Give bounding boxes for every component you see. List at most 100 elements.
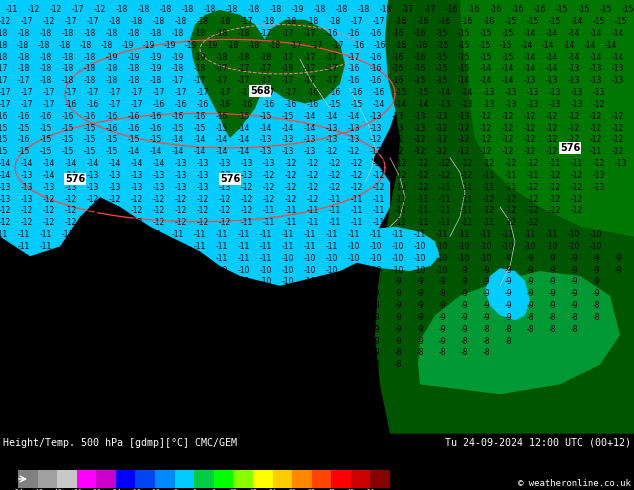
Text: -9: -9	[460, 266, 468, 274]
Text: -17: -17	[131, 88, 143, 97]
Text: -11: -11	[0, 372, 8, 381]
Text: -17: -17	[216, 76, 228, 85]
Text: -11: -11	[106, 337, 118, 345]
Text: -11: -11	[216, 254, 228, 263]
Text: -9: -9	[438, 325, 446, 334]
Text: -13: -13	[304, 147, 316, 156]
Text: -9: -9	[482, 313, 490, 322]
Text: -11: -11	[263, 206, 275, 216]
Polygon shape	[0, 0, 634, 189]
Text: -18: -18	[62, 65, 74, 74]
Text: -13: -13	[414, 112, 426, 121]
Text: -18: -18	[40, 52, 52, 62]
Text: -11: -11	[106, 242, 118, 251]
Text: -11: -11	[128, 289, 140, 298]
Text: -10: -10	[370, 254, 382, 263]
Text: -15: -15	[622, 5, 634, 14]
Text: -14: -14	[109, 159, 121, 168]
Text: -13: -13	[241, 171, 253, 180]
Text: -9: -9	[548, 254, 556, 263]
Text: -11: -11	[128, 360, 140, 369]
Text: -13: -13	[219, 171, 231, 180]
Text: -9: -9	[570, 289, 578, 298]
Bar	[370, 470, 390, 488]
Text: -17: -17	[65, 17, 77, 26]
Text: -9: -9	[328, 289, 336, 298]
Text: -15: -15	[414, 76, 426, 85]
Text: -17: -17	[241, 17, 253, 26]
Text: -15: -15	[238, 112, 250, 121]
Text: -8: -8	[372, 372, 380, 381]
Text: -17: -17	[281, 52, 294, 62]
Text: -14: -14	[439, 88, 451, 97]
Text: -11: -11	[84, 372, 96, 381]
Text: -9: -9	[482, 301, 490, 310]
Text: -11: -11	[549, 159, 561, 168]
Text: -11: -11	[238, 254, 250, 263]
Text: -15: -15	[106, 147, 118, 156]
Text: -12: -12	[546, 112, 558, 121]
Text: 24: 24	[269, 489, 276, 490]
Text: -14: -14	[417, 100, 429, 109]
Text: -18: -18	[153, 17, 165, 26]
Text: -11: -11	[62, 266, 74, 274]
Text: -11: -11	[0, 289, 8, 298]
Text: -11: -11	[18, 266, 30, 274]
Text: -17: -17	[153, 88, 165, 97]
Text: -16: -16	[153, 100, 165, 109]
Text: -9: -9	[614, 266, 622, 274]
Text: -13: -13	[87, 171, 99, 180]
Text: -11: -11	[84, 337, 96, 345]
Text: -12: -12	[373, 183, 385, 192]
Text: -13: -13	[0, 183, 11, 192]
Text: -10: -10	[458, 242, 470, 251]
Text: -11: -11	[0, 360, 8, 369]
Text: -48: -48	[32, 489, 44, 490]
Text: -11: -11	[260, 242, 272, 251]
Text: -18: -18	[216, 52, 228, 62]
Text: -14: -14	[172, 135, 184, 145]
Text: -8: -8	[460, 348, 468, 357]
Text: -13: -13	[304, 135, 316, 145]
Text: -14: -14	[65, 159, 77, 168]
Text: -17: -17	[263, 88, 275, 97]
Text: -10: -10	[150, 325, 162, 334]
Text: -11: -11	[62, 325, 74, 334]
Text: -12: -12	[549, 195, 561, 203]
Text: -11: -11	[150, 337, 162, 345]
Text: -11: -11	[40, 337, 52, 345]
Text: -12: -12	[414, 147, 426, 156]
Text: -9: -9	[460, 277, 468, 286]
Text: -12: -12	[219, 218, 231, 227]
Text: -12: -12	[483, 206, 495, 216]
Text: -19: -19	[164, 41, 176, 50]
Text: -11: -11	[40, 325, 52, 334]
Text: -11: -11	[128, 266, 140, 274]
Text: -11: -11	[62, 313, 74, 322]
Text: -10: -10	[281, 301, 294, 310]
Text: -12: -12	[131, 218, 143, 227]
Text: -12: -12	[65, 206, 77, 216]
Text: -11: -11	[351, 218, 363, 227]
Text: -9: -9	[350, 313, 358, 322]
Text: -9: -9	[416, 337, 424, 345]
Text: -12: -12	[395, 183, 407, 192]
Text: -18: -18	[194, 29, 206, 38]
Text: -15: -15	[150, 135, 162, 145]
Text: -11: -11	[106, 313, 118, 322]
Text: -12: -12	[175, 195, 187, 203]
Text: -13: -13	[43, 183, 55, 192]
Text: -14: -14	[524, 65, 536, 74]
Text: -11: -11	[0, 230, 8, 239]
Text: -9: -9	[394, 325, 402, 334]
Text: -16: -16	[84, 112, 96, 121]
Text: -11: -11	[461, 195, 473, 203]
Text: -15: -15	[436, 52, 448, 62]
Text: -14: -14	[458, 76, 470, 85]
Text: -12: -12	[307, 171, 319, 180]
Text: -16: -16	[348, 65, 360, 74]
Polygon shape	[190, 10, 270, 138]
Text: -13: -13	[219, 183, 231, 192]
Text: -13: -13	[571, 88, 583, 97]
Text: 568: 568	[250, 86, 270, 96]
